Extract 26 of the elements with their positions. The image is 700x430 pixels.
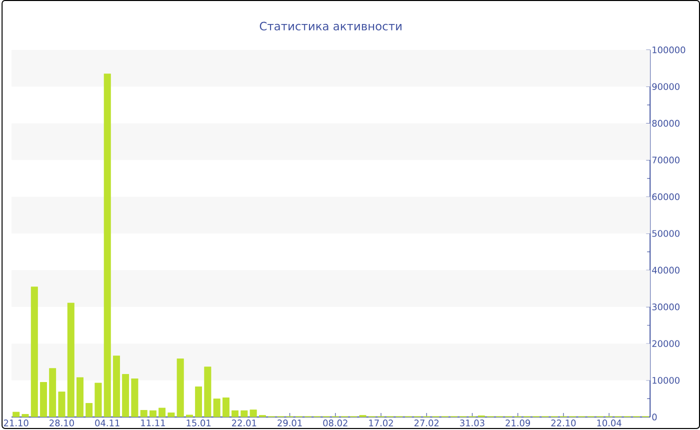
x-tick-label: 17.02 <box>369 420 393 426</box>
x-tick-label: 27.02 <box>414 420 439 426</box>
x-tick-label: 04.11 <box>95 420 120 426</box>
x-tick-label: 22.01 <box>232 420 256 426</box>
y-tick-label: 50000 <box>652 230 680 238</box>
y-tick-label: 80000 <box>652 120 680 127</box>
y-tick-label: 10000 <box>652 377 680 384</box>
x-tick-label: 21.09 <box>506 420 530 426</box>
x-tick-label: 15.01 <box>186 420 211 426</box>
y-tick-label: 30000 <box>652 304 680 310</box>
y-tick-label: 0 <box>652 414 657 421</box>
y-tick-label: 20000 <box>652 340 680 348</box>
x-tick-label: 29.01 <box>278 420 302 426</box>
x-tick-label: 21.10 <box>4 420 28 426</box>
chart-title: Статистика активности <box>260 22 402 31</box>
y-tick-label: 40000 <box>652 266 680 274</box>
x-tick-label: 08.02 <box>323 420 348 426</box>
x-tick-label: 31.03 <box>460 420 484 426</box>
y-tick-label: 90000 <box>652 83 680 90</box>
y-tick-label: 100000 <box>652 46 686 54</box>
y-tick-label: 70000 <box>652 156 680 164</box>
x-tick-label: 10.04 <box>597 420 622 426</box>
y-tick-label: 60000 <box>652 194 680 200</box>
x-tick-label: 11.11 <box>141 420 165 426</box>
x-tick-label: 22.10 <box>551 420 576 426</box>
x-tick-label: 28.10 <box>50 420 74 426</box>
